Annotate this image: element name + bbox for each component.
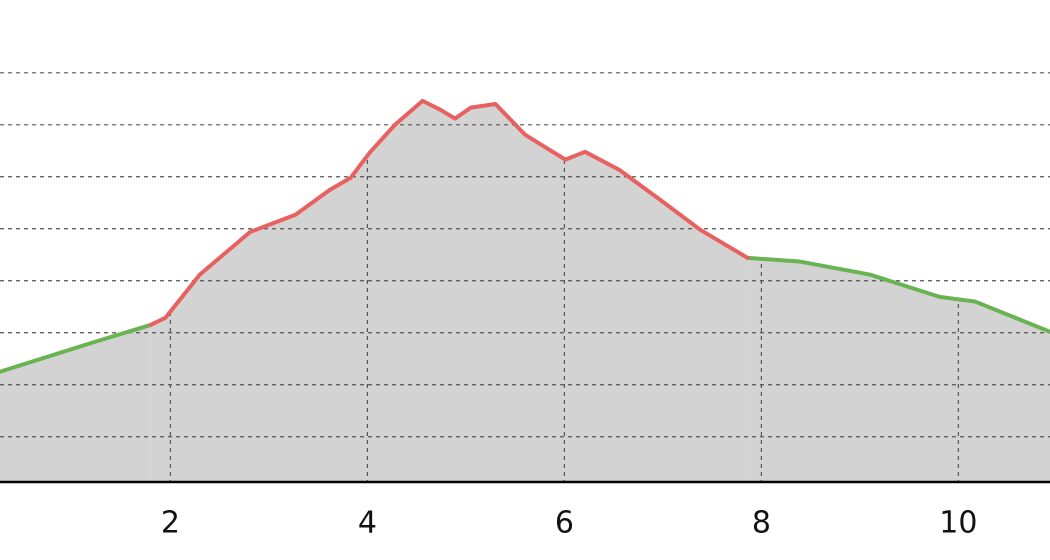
elevation-line — [148, 98, 750, 327]
x-tick-label: 8 — [752, 506, 771, 541]
x-tick-label: 10 — [939, 506, 977, 541]
elevation-area — [150, 100, 748, 482]
x-tick-label: 2 — [161, 506, 180, 541]
elevation-area — [747, 257, 1050, 482]
elevation-line — [745, 255, 1050, 334]
elevation-line — [0, 322, 153, 374]
x-tick-label: 6 — [555, 506, 574, 541]
elevation-area — [0, 324, 151, 482]
x-tick-label: 4 — [358, 506, 377, 541]
